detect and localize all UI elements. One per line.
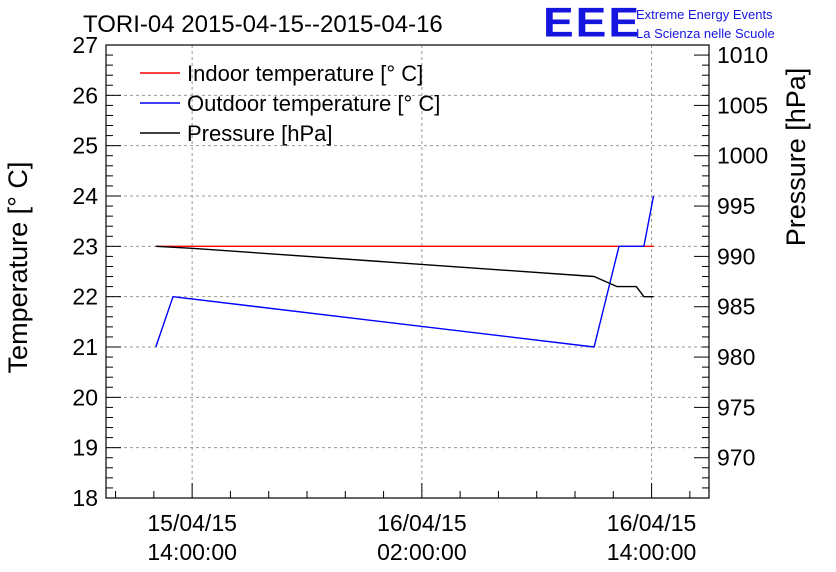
y2-tick-label: 1005 — [717, 92, 768, 118]
legend-label-3: Pressure [hPa] — [187, 121, 333, 146]
series-line-3 — [155, 245, 654, 298]
x-tick-label-date: 15/04/15 — [147, 510, 237, 536]
logo-line-1: Extreme Energy Events — [636, 7, 773, 22]
y2-tick-label: 1000 — [717, 143, 768, 169]
x-tick-label-time: 14:00:00 — [147, 539, 237, 565]
chart-title: TORI-04 2015-04-15--2015-04-16 — [83, 11, 443, 38]
y-tick-label: 21 — [72, 334, 98, 360]
y-tick-label: 20 — [72, 384, 98, 410]
y-tick-label: 23 — [72, 233, 98, 259]
y-tick-label: 18 — [72, 485, 98, 511]
y2-tick-label: 980 — [717, 344, 755, 370]
y2-tick-label: 1010 — [717, 42, 768, 68]
y2-tick-label: 995 — [717, 193, 755, 219]
y-tick-label: 26 — [72, 82, 98, 108]
y2-tick-label: 985 — [717, 294, 755, 320]
y-tick-label: 25 — [72, 133, 98, 159]
x-tick-label-time: 02:00:00 — [377, 539, 467, 565]
y-tick-label: 27 — [72, 32, 98, 58]
x-tick-label-time: 14:00:00 — [607, 539, 697, 565]
x-tick-label-date: 16/04/15 — [607, 510, 697, 536]
y2-tick-label: 970 — [717, 445, 755, 471]
y2-tick-label: 975 — [717, 394, 755, 420]
legend-label-2: Outdoor temperature [° C] — [187, 91, 440, 116]
y2-tick-label: 990 — [717, 243, 755, 269]
y-tick-label: 22 — [72, 284, 98, 310]
logo-line-2: La Scienza nelle Scuole — [636, 26, 775, 41]
series-line-2 — [155, 195, 655, 348]
y-tick-label: 19 — [72, 435, 98, 461]
y-tick-label: 24 — [72, 183, 98, 209]
plot-frame — [105, 44, 710, 499]
x-tick-label-date: 16/04/15 — [377, 510, 467, 536]
y-axis-title: Temperature [° C] — [3, 162, 33, 374]
legend-label-1: Indoor temperature [° C] — [187, 61, 423, 86]
y2-axis-title: Pressure [hPa] — [781, 68, 811, 247]
logo-mark: EEE — [543, 0, 642, 46]
